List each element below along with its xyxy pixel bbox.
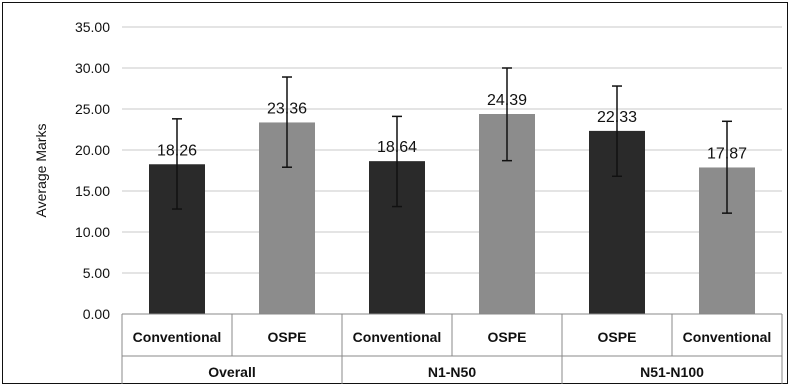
category-label: OSPE [488,329,527,345]
data-label: 18.64 [377,139,417,156]
y-tick-label: 20.00 [75,142,110,158]
category-label: Conventional [353,329,442,345]
y-tick-labels: 0.00 5.00 10.00 15.00 20.00 25.00 30.00 35.00 [75,19,110,322]
category-label: Conventional [133,329,222,345]
y-tick-label: 10.00 [75,224,110,240]
group-label: Overall [208,364,255,380]
group-label: N1-N50 [428,364,476,380]
y-tick-label: 0.00 [83,306,110,322]
data-label: 18.26 [157,142,197,159]
data-label: 23.36 [267,100,307,117]
y-axis-title: Average Marks [33,124,49,218]
y-tick-label: 25.00 [75,101,110,117]
y-tick-label: 5.00 [83,265,110,281]
data-label: 24.39 [487,92,527,109]
data-label: 17.87 [707,145,747,162]
category-label: OSPE [598,329,637,345]
x-axis: Conventional OSPE Conventional OSPE OSPE Conv… [121,313,783,384]
y-tick-label: 35.00 [75,19,110,35]
data-label: 22.33 [597,109,637,126]
data-labels: 18.26 23.36 18.64 24.39 22.33 17.87 [157,92,747,162]
error-bars [172,67,732,214]
category-label: OSPE [268,329,307,345]
bars [149,114,755,314]
y-tick-label: 15.00 [75,183,110,199]
gridlines [122,26,782,274]
category-label: Conventional [683,329,772,345]
group-label: N51-N100 [640,364,704,380]
y-tick-label: 30.00 [75,60,110,76]
